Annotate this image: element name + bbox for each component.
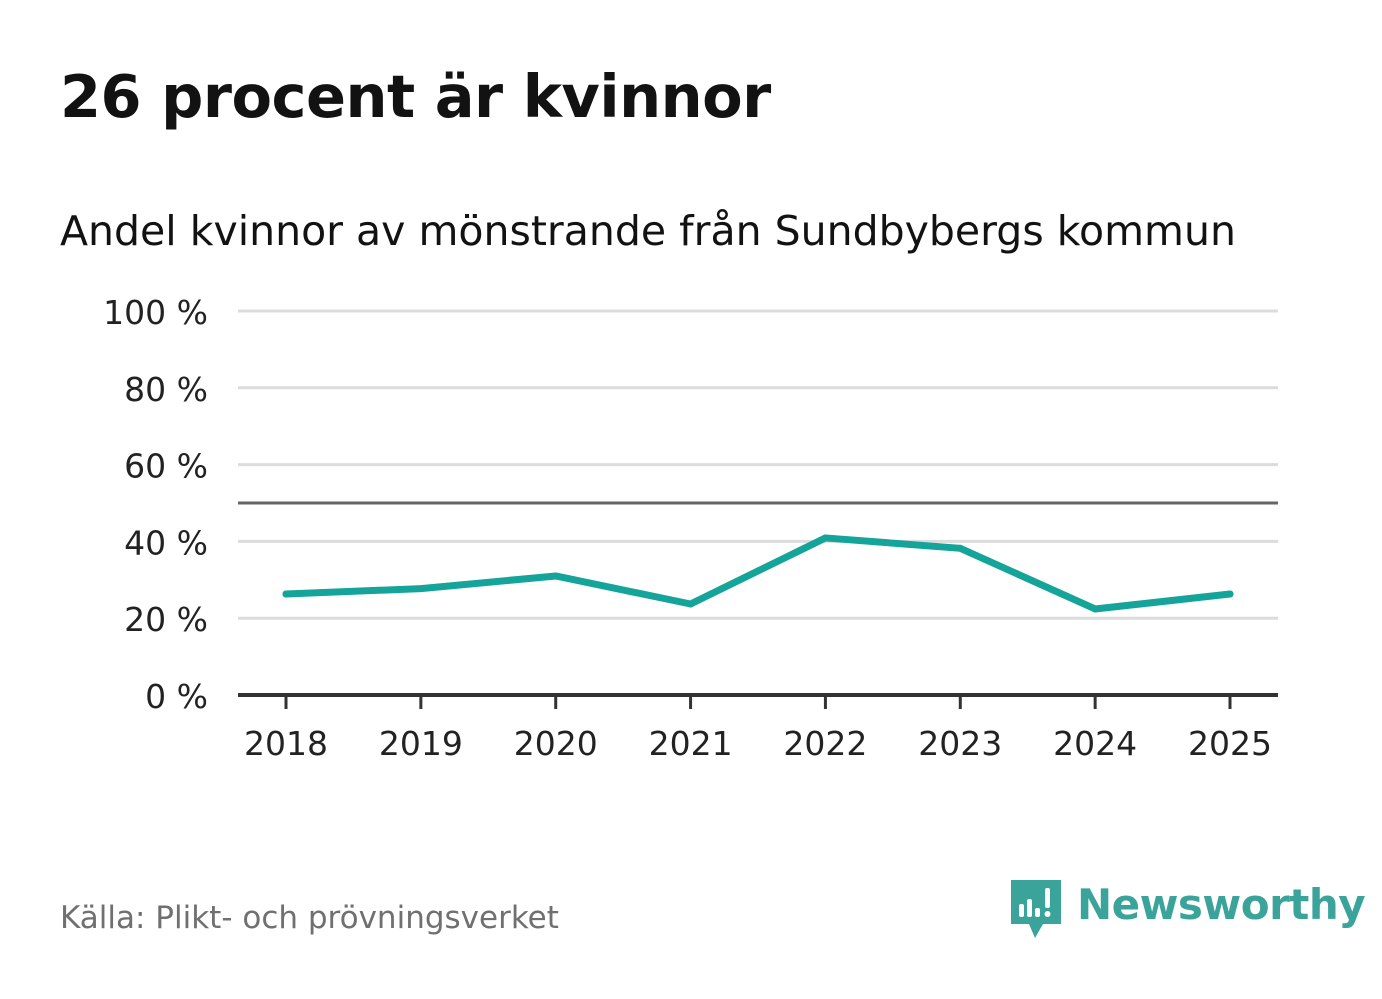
x-tick-label: 2025 bbox=[1188, 724, 1272, 763]
x-tick-label: 2022 bbox=[783, 724, 867, 763]
y-tick-label: 40 % bbox=[124, 523, 208, 562]
data-point-2019 bbox=[417, 585, 425, 593]
data-point-2023 bbox=[956, 544, 964, 552]
series-line bbox=[282, 534, 1234, 613]
x-tick-label: 2020 bbox=[514, 724, 598, 763]
x-axis-labels: 2018 2019 2020 2021 2022 2023 2024 2025 bbox=[244, 724, 1272, 763]
chart-title: 26 procent är kvinnor bbox=[60, 62, 771, 131]
y-tick-label: 20 % bbox=[124, 600, 208, 639]
data-point-2020 bbox=[552, 572, 560, 580]
series-group bbox=[282, 534, 1234, 613]
y-axis-labels: 0 % 20 % 40 % 60 % 80 % 100 % bbox=[103, 293, 208, 716]
x-tick-label: 2021 bbox=[649, 724, 733, 763]
brand-name: Newsworthy bbox=[1077, 880, 1366, 929]
x-axis bbox=[238, 693, 1278, 709]
brand-logo-group: Newsworthy bbox=[1011, 880, 1366, 940]
y-tick-label: 80 % bbox=[124, 370, 208, 409]
y-tick-label: 0 % bbox=[145, 677, 208, 716]
y-tick-label: 60 % bbox=[124, 447, 208, 486]
x-tick-label: 2023 bbox=[918, 724, 1002, 763]
chart-subtitle: Andel kvinnor av mönstrande från Sundbyb… bbox=[60, 207, 1236, 255]
data-point-2022 bbox=[821, 534, 829, 542]
x-tick-label: 2024 bbox=[1053, 724, 1137, 763]
x-tick-label: 2018 bbox=[244, 724, 328, 763]
data-point-2021 bbox=[687, 600, 695, 608]
gridlines bbox=[238, 309, 1278, 620]
data-point-2025 bbox=[1226, 590, 1234, 598]
data-point-2018 bbox=[282, 590, 290, 598]
x-tick-label: 2019 bbox=[379, 724, 463, 763]
y-tick-label: 100 % bbox=[103, 293, 208, 332]
newsworthy-logo-icon bbox=[1011, 880, 1061, 938]
source-note: Källa: Plikt- och prövningsverket bbox=[60, 900, 559, 936]
data-point-2024 bbox=[1091, 605, 1099, 613]
